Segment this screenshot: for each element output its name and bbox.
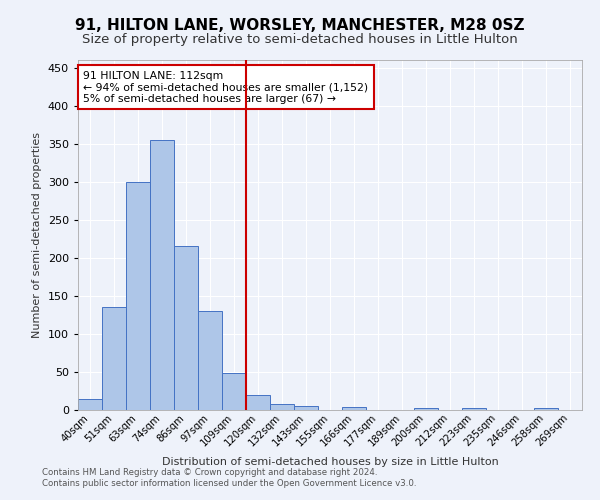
- Bar: [150, 140, 174, 410]
- Bar: [102, 308, 126, 410]
- Text: 91, HILTON LANE, WORSLEY, MANCHESTER, M28 0SZ: 91, HILTON LANE, WORSLEY, MANCHESTER, M2…: [75, 18, 525, 32]
- Bar: [462, 408, 486, 410]
- Bar: [126, 182, 150, 410]
- Bar: [414, 408, 438, 410]
- Bar: [294, 406, 318, 410]
- Text: Contains HM Land Registry data © Crown copyright and database right 2024.
Contai: Contains HM Land Registry data © Crown c…: [42, 468, 416, 487]
- Y-axis label: Number of semi-detached properties: Number of semi-detached properties: [32, 132, 42, 338]
- Bar: [198, 311, 222, 410]
- Bar: [246, 395, 270, 410]
- Text: 91 HILTON LANE: 112sqm
← 94% of semi-detached houses are smaller (1,152)
5% of s: 91 HILTON LANE: 112sqm ← 94% of semi-det…: [83, 70, 368, 104]
- X-axis label: Distribution of semi-detached houses by size in Little Hulton: Distribution of semi-detached houses by …: [161, 456, 499, 466]
- Bar: [78, 398, 102, 410]
- Bar: [342, 407, 366, 410]
- Bar: [222, 374, 246, 410]
- Text: Size of property relative to semi-detached houses in Little Hulton: Size of property relative to semi-detach…: [82, 32, 518, 46]
- Bar: [534, 408, 558, 410]
- Bar: [174, 246, 198, 410]
- Bar: [270, 404, 294, 410]
